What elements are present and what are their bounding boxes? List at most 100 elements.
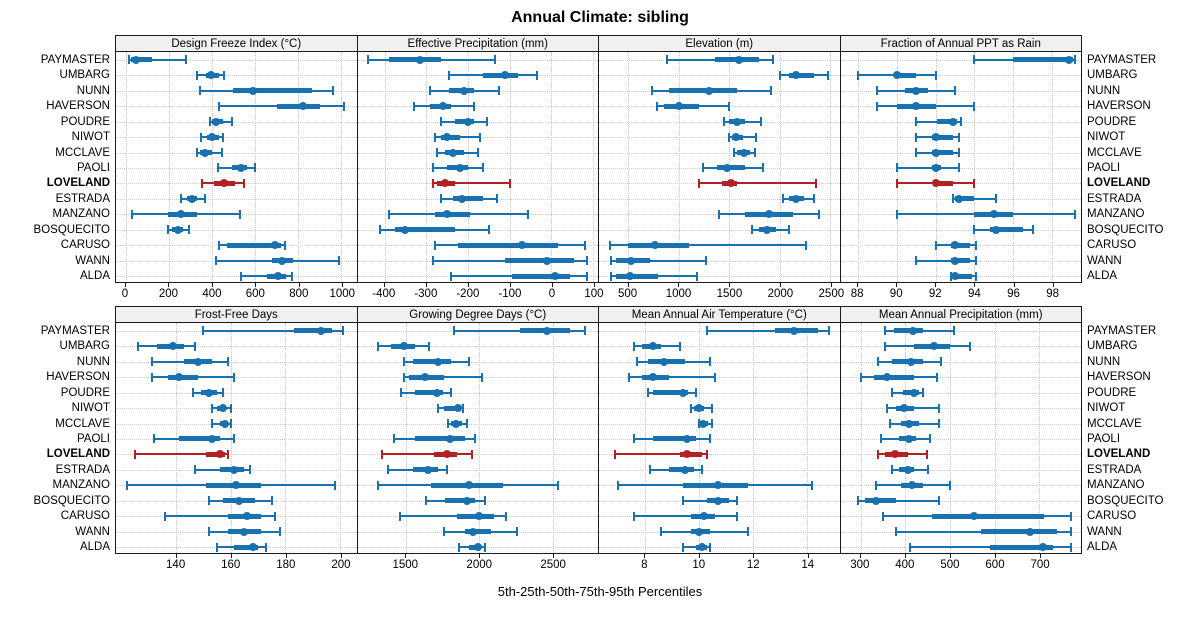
median-dot xyxy=(451,419,460,428)
median-dot xyxy=(463,496,472,505)
site-label-alda: ALDA xyxy=(79,541,110,554)
whisker-cap xyxy=(975,256,978,266)
interval-5th-95th xyxy=(135,453,229,456)
site-label-nunn: NUNN xyxy=(76,355,110,368)
interval-25th-75th xyxy=(464,529,491,535)
row-guide-line xyxy=(840,361,1081,363)
site-row-bosquecito xyxy=(357,222,598,237)
median-dot xyxy=(455,163,464,172)
panel-strip: Growing Degree Days (°C) xyxy=(356,306,599,323)
median-dot xyxy=(240,527,249,536)
site-row-wann xyxy=(116,253,357,268)
site-row-caruso xyxy=(357,238,598,253)
site-label-nunn: NUNN xyxy=(1087,84,1121,97)
median-dot xyxy=(518,241,527,250)
site-row-niwot xyxy=(357,129,598,144)
row-guide-line xyxy=(840,454,1081,456)
whisker-cap xyxy=(164,511,167,521)
whisker-cap xyxy=(585,256,588,266)
median-dot xyxy=(792,194,801,203)
whisker-cap xyxy=(937,403,940,413)
median-dot xyxy=(459,86,468,95)
median-dot xyxy=(950,241,959,250)
site-row-poudre xyxy=(599,114,840,129)
median-dot xyxy=(950,256,959,265)
whisker-cap xyxy=(435,148,438,158)
whisker-cap xyxy=(689,403,692,413)
site-row-caruso xyxy=(599,509,840,524)
median-dot xyxy=(931,148,940,157)
median-dot xyxy=(207,434,216,443)
whisker-cap xyxy=(377,480,380,490)
site-row-wann xyxy=(357,524,598,539)
interval-25th-75th xyxy=(981,529,1058,535)
whisker-cap xyxy=(377,341,380,351)
row-guide-line xyxy=(840,75,1081,77)
site-label-wann: WANN xyxy=(1087,254,1122,267)
median-dot xyxy=(229,465,238,474)
whisker-cap xyxy=(447,419,450,429)
site-label-wann: WANN xyxy=(1087,525,1122,538)
whisker-cap xyxy=(239,209,242,219)
axis-tick xyxy=(342,283,344,287)
median-dot xyxy=(906,357,915,366)
site-label-umbarg: UMBARG xyxy=(1087,340,1138,353)
median-dot xyxy=(298,102,307,111)
axis-tick-label: 300 xyxy=(850,559,870,571)
row-guide-line xyxy=(599,276,840,278)
axis-tick xyxy=(780,283,782,287)
site-row-loveland xyxy=(599,447,840,462)
median-dot xyxy=(627,256,636,265)
panel-effective-precipitation-mm: Effective Precipitation (mm) -400 -300 -200… xyxy=(356,35,604,306)
interval-25th-75th xyxy=(233,544,259,550)
interval-25th-75th xyxy=(395,227,456,233)
gridline-vertical xyxy=(125,52,127,282)
site-row-niwot xyxy=(599,129,840,144)
axis-growing-degree-days-c: 1500 2000 2500 xyxy=(357,554,600,577)
whisker-cap xyxy=(185,55,188,65)
site-row-poudre xyxy=(599,385,840,400)
interval-25th-75th xyxy=(933,180,953,186)
axis-tick xyxy=(168,283,170,287)
whisker-cap xyxy=(341,326,344,336)
site-label-wann: WANN xyxy=(75,254,110,267)
whisker-cap xyxy=(222,70,225,80)
median-dot xyxy=(457,194,466,203)
median-dot xyxy=(700,512,709,521)
whisker-cap xyxy=(890,465,893,475)
interval-25th-75th xyxy=(414,390,443,396)
axis-tick-label: 180 xyxy=(276,559,296,571)
whisker-cap xyxy=(609,240,612,250)
whisker-cap xyxy=(381,449,384,459)
site-row-alda xyxy=(840,540,1081,553)
gridline-vertical xyxy=(212,52,214,282)
whisker-cap xyxy=(333,480,336,490)
gridline-vertical xyxy=(807,323,809,553)
interval-5th-95th xyxy=(610,244,807,247)
whisker-cap xyxy=(484,496,487,506)
whisker-cap xyxy=(199,86,202,96)
median-dot xyxy=(173,225,182,234)
axis-tick xyxy=(644,554,646,558)
whisker-cap xyxy=(706,449,709,459)
whisker-cap xyxy=(959,117,962,127)
axis-tick xyxy=(298,283,300,287)
panel-mean-annual-precipitation-mm: Mean Annual Precipitation (mm) 300 400 500 6… xyxy=(839,306,1082,577)
whisker-cap xyxy=(196,70,199,80)
median-dot xyxy=(445,434,454,443)
site-row-mcclave xyxy=(357,416,598,431)
whisker-cap xyxy=(877,357,880,367)
site-row-alda xyxy=(840,269,1081,282)
interval-5th-95th xyxy=(916,259,977,262)
row-guide-line xyxy=(840,59,1081,61)
whisker-cap xyxy=(439,194,442,204)
panel-strip: Design Freeze Index (°C) xyxy=(115,35,358,52)
median-dot xyxy=(699,419,708,428)
median-dot xyxy=(475,512,484,521)
whisker-cap xyxy=(481,163,484,173)
whisker-cap xyxy=(1031,225,1034,235)
whisker-cap xyxy=(227,449,230,459)
whisker-cap xyxy=(857,496,860,506)
site-row-paoli xyxy=(840,431,1081,446)
axis-tick xyxy=(1040,554,1042,558)
